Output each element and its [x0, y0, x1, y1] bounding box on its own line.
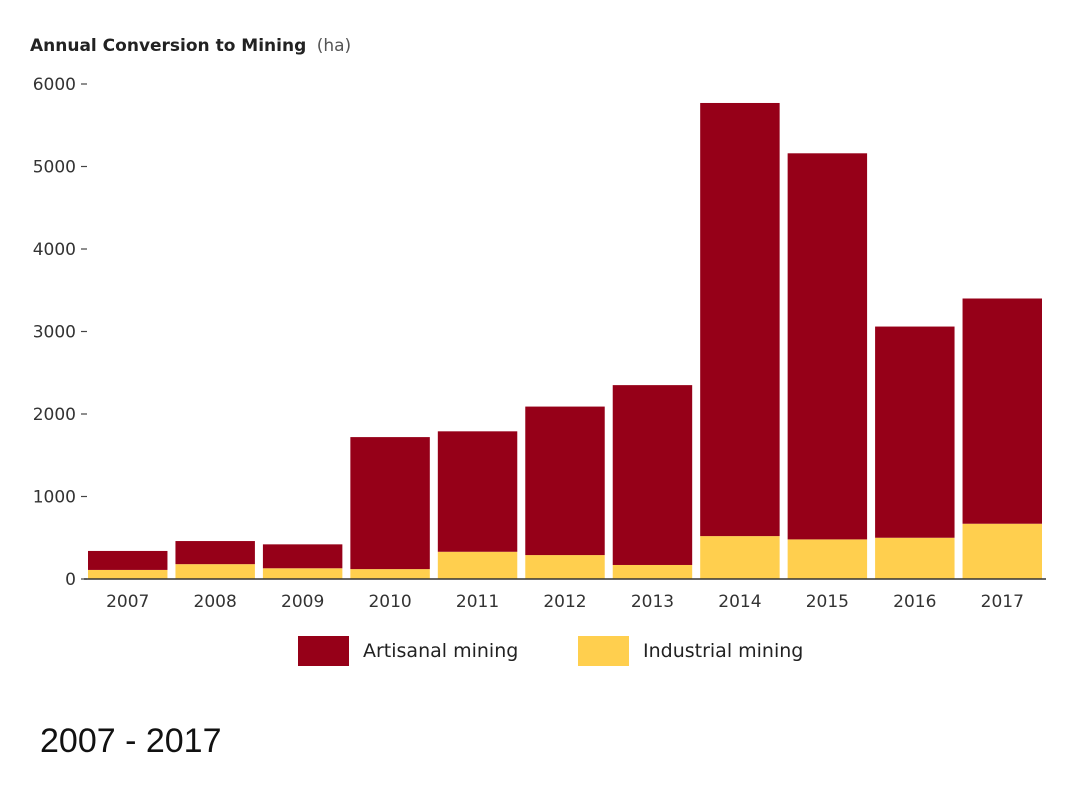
bar-industrial-mining-2016 [875, 537, 955, 579]
y-axis: 0 1000 2000 3000 4000 5000 6000 [33, 75, 87, 590]
x-tick-label: 2016 [893, 592, 936, 612]
bar-artisanal-mining-2011 [437, 431, 518, 552]
y-tick-label: 5000 [33, 158, 76, 178]
bars [88, 102, 1042, 579]
chart-title: Annual Conversion to Mining (ha) [30, 36, 351, 56]
y-tick-label: 0 [65, 570, 76, 590]
y-tick-label: 3000 [33, 323, 76, 343]
bar-artisanal-mining-2013 [612, 385, 693, 565]
y-tick-label: 6000 [33, 75, 76, 95]
legend-label-industrial-mining: Industrial mining [643, 640, 803, 662]
bar-artisanal-mining-2012 [525, 406, 605, 556]
bar-artisanal-mining-2008 [175, 541, 255, 565]
x-tick-label: 2007 [106, 592, 149, 612]
bar-artisanal-mining-2016 [875, 326, 955, 538]
bar-artisanal-mining-2015 [787, 153, 868, 540]
bar-artisanal-mining-2017 [962, 298, 1042, 524]
bar-industrial-mining-2008 [175, 564, 255, 579]
x-tick-label: 2014 [718, 592, 761, 612]
y-tick-label: 1000 [33, 488, 76, 508]
x-tick-label: 2010 [368, 592, 411, 612]
x-tick-label: 2013 [631, 592, 674, 612]
x-tick-label: 2017 [981, 592, 1024, 612]
bar-industrial-mining-2007 [88, 569, 168, 579]
bar-industrial-mining-2013 [612, 564, 693, 579]
caption: 2007 - 2017 [40, 722, 222, 760]
legend-swatch-artisanal-mining [298, 636, 349, 666]
bar-artisanal-mining-2007 [88, 550, 168, 570]
legend: Artisanal mining Industrial mining [298, 636, 803, 666]
bar-artisanal-mining-2010 [350, 437, 430, 570]
chart: Annual Conversion to Mining (ha) 0 1000 20… [30, 36, 1046, 666]
x-tick-label: 2009 [281, 592, 324, 612]
chart-title-text: Annual Conversion to Mining [30, 36, 306, 56]
x-axis: 2007 2008 2009 2010 2011 2012 2013 2014 2015 2016… [106, 592, 1024, 612]
x-tick-label: 2015 [806, 592, 849, 612]
y-tick-label: 2000 [33, 405, 76, 425]
chart-title-unit: (ha) [317, 36, 351, 56]
bar-industrial-mining-2011 [437, 551, 518, 579]
bar-industrial-mining-2012 [525, 555, 605, 579]
x-tick-label: 2008 [194, 592, 237, 612]
x-tick-label: 2011 [456, 592, 499, 612]
bar-industrial-mining-2010 [350, 569, 430, 579]
bar-artisanal-mining-2014 [700, 102, 780, 537]
bar-industrial-mining-2009 [262, 568, 343, 579]
bar-artisanal-mining-2009 [262, 544, 343, 569]
x-tick-label: 2012 [543, 592, 586, 612]
bar-industrial-mining-2017 [962, 523, 1042, 579]
bar-industrial-mining-2014 [700, 536, 780, 579]
legend-label-artisanal-mining: Artisanal mining [363, 640, 518, 662]
legend-swatch-industrial-mining [578, 636, 629, 666]
y-tick-label: 4000 [33, 240, 76, 260]
bar-industrial-mining-2015 [787, 539, 868, 579]
